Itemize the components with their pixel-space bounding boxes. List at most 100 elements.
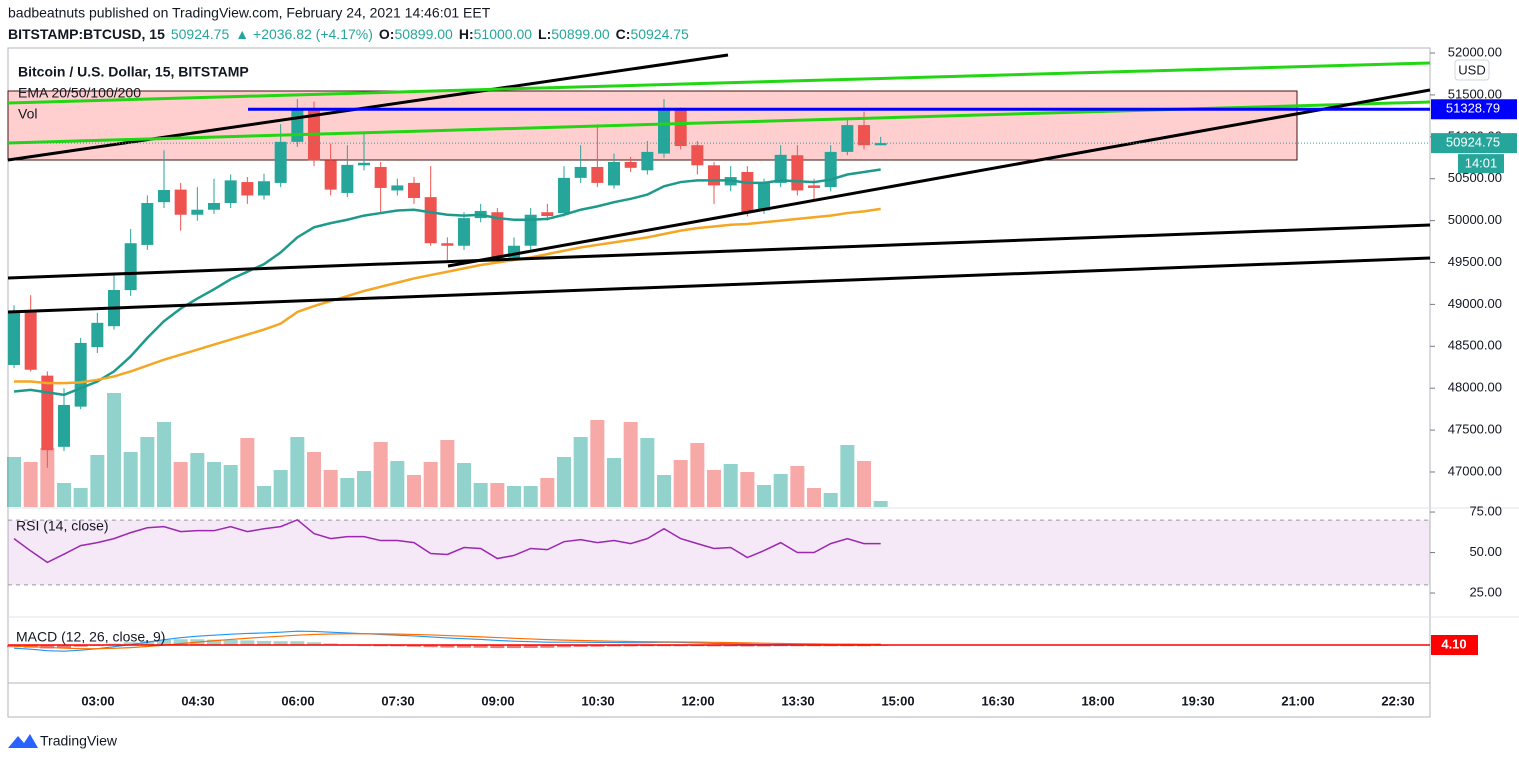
trend-line <box>7 256 1431 314</box>
macd-hist <box>707 645 722 647</box>
last-price-box <box>1431 133 1517 154</box>
candle-body <box>124 243 137 291</box>
volume-bar <box>123 452 138 507</box>
volume-bar <box>273 470 288 507</box>
candle-body <box>141 203 154 245</box>
candle-body <box>458 218 471 246</box>
candle-body <box>674 107 687 147</box>
volume-bar <box>373 442 388 507</box>
y-tick-label: 75.00 <box>1469 503 1502 518</box>
rsi-band <box>8 520 1430 585</box>
candle-body <box>241 182 254 196</box>
macd-title: MACD (12, 26, close, 9) <box>16 629 165 645</box>
volume-bar <box>73 488 88 507</box>
macd-hist <box>223 639 238 646</box>
candle-body <box>258 181 271 196</box>
x-tick-label: 15:00 <box>881 693 914 708</box>
macd-hist <box>307 642 322 646</box>
macd-hist <box>157 639 172 646</box>
macd-hist <box>590 645 605 647</box>
y-tick-label: 49000.00 <box>1448 296 1502 311</box>
macd-hist <box>407 645 422 647</box>
candle-body <box>24 312 37 370</box>
candle-body <box>191 209 204 215</box>
candle-body <box>574 166 587 178</box>
macd-hist <box>507 645 522 649</box>
last-price-label: 50924.75 <box>1446 135 1500 150</box>
x-tick-label: 22:30 <box>1381 693 1414 708</box>
y-tick-label: 25.00 <box>1469 584 1502 599</box>
y-tick-label: 49500.00 <box>1448 254 1502 269</box>
volume-bar <box>7 457 21 507</box>
volume-bar <box>640 438 655 507</box>
macd-hist <box>540 645 555 648</box>
volume-bar <box>707 470 722 507</box>
volume-bar <box>157 422 172 507</box>
macd-hist <box>290 641 305 646</box>
trend-line <box>7 223 1431 280</box>
candle-body <box>491 212 504 259</box>
candle-body <box>91 322 104 348</box>
x-tick-label: 21:00 <box>1281 693 1314 708</box>
candle-body <box>291 110 304 142</box>
candle-body <box>324 160 337 190</box>
ohlc-value: 50899.00 <box>551 26 610 42</box>
candle-body <box>841 125 854 152</box>
volume-title: Vol <box>18 106 37 122</box>
candle-body <box>691 145 704 166</box>
candle-body <box>591 166 604 183</box>
macd-hist <box>173 639 188 646</box>
ohlc-key: C: <box>616 26 631 42</box>
volume-bar <box>490 483 505 507</box>
volume-bar <box>57 483 72 507</box>
publisher: badbeatnuts published on TradingView.com… <box>8 5 491 21</box>
macd-hist <box>490 645 505 649</box>
y-tick-label: 48500.00 <box>1448 338 1502 353</box>
pane-title: Bitcoin / U.S. Dollar, 15, BITSTAMP <box>18 64 249 80</box>
x-tick-label: 16:30 <box>981 693 1014 708</box>
volume-bar <box>807 488 822 507</box>
macd-hist <box>473 645 488 648</box>
macd-hist <box>457 645 472 648</box>
candle-body <box>358 162 371 166</box>
candle-body <box>824 151 837 188</box>
volume-bar <box>873 501 888 507</box>
y-tick-label: 50.00 <box>1469 544 1502 559</box>
macd-hist <box>757 645 772 647</box>
volume-bar <box>23 462 38 507</box>
volume-bar <box>723 464 738 507</box>
rsi-title: RSI (14, close) <box>16 518 109 534</box>
trend-line <box>7 53 729 162</box>
ema-line <box>13 168 881 397</box>
candle-body <box>408 182 421 198</box>
volume-bar <box>757 485 772 507</box>
volume-bar <box>307 452 322 507</box>
volume-bar <box>390 461 405 507</box>
volume-bar <box>657 475 672 507</box>
x-tick-label: 12:00 <box>681 693 714 708</box>
volume-bar <box>290 437 305 507</box>
y-tick-label: 51500.00 <box>1448 86 1502 101</box>
volume-bar <box>540 478 555 507</box>
volume-bar <box>173 462 188 507</box>
x-tick-label: 06:00 <box>281 693 314 708</box>
currency: USD <box>1458 62 1485 77</box>
volume-bar <box>473 483 488 507</box>
volume-bar <box>857 461 872 507</box>
candle-body <box>391 185 404 191</box>
macd-hist <box>607 645 622 647</box>
ohlc-value: 51000.00 <box>474 26 533 42</box>
candle-body <box>58 404 71 447</box>
candle-body <box>774 154 787 183</box>
volume-bar <box>740 472 755 507</box>
volume-bar <box>207 462 222 507</box>
candle-body <box>508 245 521 258</box>
macd-hist <box>40 645 55 649</box>
volume-bar <box>190 453 205 507</box>
macd-last-box <box>1431 634 1478 655</box>
volume-bar <box>790 466 805 507</box>
volume-bar <box>140 437 155 507</box>
volume-bar <box>340 478 355 507</box>
y-tick-label: 47000.00 <box>1448 463 1502 478</box>
